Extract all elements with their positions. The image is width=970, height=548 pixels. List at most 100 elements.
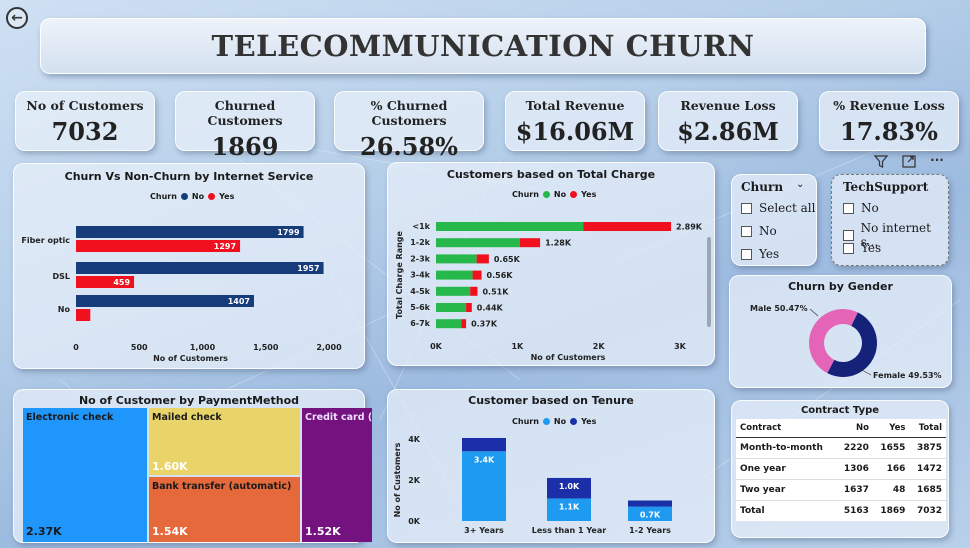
- option-label: Yes: [759, 247, 780, 261]
- data-label: 1.1K: [559, 502, 580, 511]
- table-cell: 166: [872, 458, 910, 480]
- data-label: 1407: [228, 297, 250, 306]
- slicer-option-no[interactable]: No: [843, 201, 879, 215]
- tick-label: 2K: [408, 476, 421, 485]
- back-button[interactable]: ←: [6, 7, 28, 29]
- bar-yes: [461, 319, 467, 329]
- filter-button[interactable]: [870, 153, 892, 170]
- x-axis-title: No of Customers: [531, 353, 606, 362]
- legend-title: Churn: [512, 417, 539, 426]
- category-label: Less than 1 Year: [532, 526, 606, 535]
- donut-slice-female: [809, 309, 858, 374]
- option-label: Select all: [759, 201, 816, 215]
- table-total-row: Total 5163 1869 7032: [736, 500, 946, 521]
- treemap-tile-bank-transfer[interactable]: Bank transfer (automatic) 1.54K: [149, 477, 300, 542]
- slice-label: Female 49.53%: [873, 371, 942, 380]
- column-header[interactable]: Contract: [736, 419, 837, 438]
- leader-line: [859, 368, 872, 376]
- tick-label: 500: [131, 343, 148, 352]
- category-label: No: [58, 305, 71, 314]
- legend-dot-no: [542, 191, 550, 198]
- bar-yes: [476, 254, 489, 264]
- table-cell: One year: [736, 458, 837, 480]
- tick-label: 3K: [674, 342, 687, 351]
- slicer-option-yes[interactable]: Yes: [741, 247, 779, 261]
- table-cell: 1472: [909, 458, 946, 480]
- table-cell: 7032: [909, 500, 946, 521]
- bar-no: [547, 498, 591, 521]
- x-axis-title: No of Customers: [153, 354, 228, 363]
- checkbox[interactable]: [843, 229, 854, 241]
- category-label: <1k: [412, 222, 430, 231]
- table-header-row: Contract No Yes Total: [736, 419, 946, 438]
- tick-label: 0K: [408, 517, 421, 526]
- donut-slice-male: [827, 312, 877, 377]
- y-axis-title: Total Charge Range: [395, 230, 404, 318]
- data-label: 0.44K: [477, 304, 504, 313]
- legend-dot-no: [542, 418, 550, 425]
- slicer-option-no[interactable]: No: [741, 224, 777, 238]
- data-label: 1.28K: [545, 239, 572, 248]
- tenure-bar-chart: 3.4K 3+ Years 1.1K 1.0K Less than 1 Year 0.7K…: [393, 435, 672, 535]
- checkbox[interactable]: [843, 242, 854, 254]
- tick-label: 2,000: [316, 343, 342, 352]
- slicer-option-select-all[interactable]: Select all: [741, 201, 815, 215]
- tile-label: Electronic check: [26, 412, 114, 423]
- kpi-value: $16.06M: [515, 117, 635, 146]
- chart-title: Customer based on Tenure: [468, 394, 634, 407]
- treemap-tile-mailed-check[interactable]: Mailed check 1.60K: [149, 408, 300, 475]
- focus-mode-button[interactable]: [898, 153, 920, 170]
- data-label: 1297: [214, 242, 236, 251]
- kpi-label: No of Customers: [26, 98, 144, 113]
- payment-method-treemap-panel: No of Customer by PaymentMethod Electron…: [13, 389, 372, 543]
- kpi-card-customers: No of Customers 7032: [15, 91, 155, 151]
- internet-service-bar-chart: Fiber optic 1799 1297 DSL 1957 459 No 1407 0 500 1…: [21, 226, 342, 363]
- option-label: No: [861, 201, 879, 215]
- bar-yes: [76, 276, 135, 288]
- bar-no: [436, 303, 467, 312]
- checkbox[interactable]: [741, 225, 752, 237]
- gender-donut-chart: Male 50.47% Female 49.53%: [750, 304, 942, 380]
- data-label: 459: [113, 278, 130, 287]
- tenure-chart-panel: Customer based on Tenure Churn No Yes 3.…: [387, 389, 715, 543]
- tick-label: 0K: [430, 342, 443, 351]
- legend-title: Churn: [150, 192, 177, 201]
- treemap-tile-credit-card[interactable]: Credit card (... 1.52K: [302, 408, 372, 542]
- bar-yes: [519, 238, 541, 248]
- checkbox[interactable]: [741, 202, 752, 214]
- legend-label-no: No: [553, 417, 567, 426]
- more-options-icon: ···: [930, 152, 944, 167]
- checkbox[interactable]: [843, 202, 854, 214]
- chart-legend: Churn No Yes: [150, 192, 234, 201]
- category-label: 3-4k: [410, 271, 430, 280]
- bar-no: [628, 506, 672, 521]
- table-cell: 1637: [836, 479, 873, 501]
- tile-value: 2.37K: [26, 525, 62, 538]
- column-header[interactable]: Total: [909, 419, 946, 438]
- arrow-left-icon: ←: [11, 10, 23, 26]
- gender-donut-panel: Churn by Gender Male 50.47% Female 49.53%: [729, 275, 952, 388]
- kpi-label: % Churned Customers: [370, 98, 448, 128]
- treemap-tile-electronic-check[interactable]: Electronic check 2.37K: [23, 408, 147, 542]
- legend-label-no: No: [553, 190, 567, 199]
- legend-label-yes: Yes: [219, 192, 235, 201]
- column-header[interactable]: Yes: [872, 419, 910, 438]
- table-cell: 1685: [909, 479, 946, 501]
- kpi-label: Churned Customers: [207, 98, 283, 128]
- table-cell: 48: [872, 479, 910, 501]
- tick-label: 4K: [408, 435, 421, 444]
- table-row: One year 1306 166 1472: [736, 458, 946, 480]
- slicer-option-no-internet[interactable]: No internet s...: [843, 221, 948, 249]
- bar-no: [436, 270, 473, 280]
- checkbox[interactable]: [741, 248, 752, 260]
- slicer-option-yes[interactable]: Yes: [843, 241, 881, 255]
- tile-value: 1.60K: [152, 460, 188, 473]
- chevron-down-icon[interactable]: ⌄: [796, 179, 805, 190]
- chart-scrollbar[interactable]: [707, 237, 711, 327]
- bar-yes: [583, 222, 672, 231]
- kpi-value: 17.83%: [840, 117, 938, 146]
- more-options-button[interactable]: ···: [926, 151, 948, 168]
- chart-legend: Churn No Yes: [512, 190, 596, 199]
- tick-label: 0: [73, 343, 79, 352]
- column-header[interactable]: No: [836, 419, 873, 438]
